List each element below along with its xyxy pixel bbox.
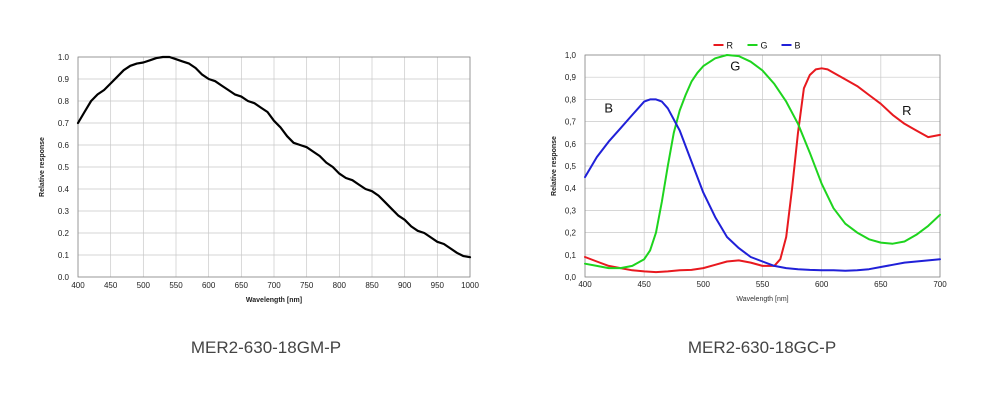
- y-tick-label: 0,1: [565, 251, 577, 260]
- y-tick-label: 0.3: [58, 207, 70, 216]
- y-tick-label: 0,5: [565, 162, 577, 171]
- x-tick-label: 500: [697, 280, 711, 289]
- y-tick-label: 0,7: [565, 118, 577, 127]
- y-axis-label: Relative response: [551, 136, 558, 196]
- x-tick-label: 400: [578, 280, 592, 289]
- y-tick-label: 0.1: [58, 251, 70, 260]
- y-tick-label: 0,2: [565, 229, 577, 238]
- x-tick-label: 700: [267, 281, 281, 290]
- series-line-r: [584, 67, 941, 274]
- x-tick-label: 600: [815, 280, 829, 289]
- curve-annotation: R: [902, 103, 911, 118]
- legend-label: R: [727, 41, 734, 51]
- chart-mono-response: 400 450 500 550 600 650 700 750 800 850 900 950 1000…: [39, 53, 479, 304]
- y-tick-label: 0.5: [58, 163, 70, 172]
- y-tick-labels: 0.0 0.1 0.2 0.3 0.4 0.5 0.6 0.7 0.8 0.9 1.0: [58, 53, 70, 282]
- left-chart-caption: MER2-630-18GM-P: [190, 338, 342, 357]
- x-tick-label: 950: [431, 281, 445, 290]
- y-tick-label: 0,3: [565, 206, 577, 215]
- x-tick-label: 450: [637, 280, 651, 289]
- x-tick-labels: 400 450 500 550 600 650 700 750 800 850 900 950 1000: [71, 281, 479, 290]
- legend-label: G: [761, 41, 768, 51]
- series-line-g: [584, 54, 941, 270]
- series-line: [76, 55, 472, 259]
- x-tick-label: 400: [71, 281, 85, 290]
- x-tick-label: 450: [104, 281, 118, 290]
- y-tick-label: 0.8: [58, 97, 70, 106]
- series-group: [584, 54, 941, 274]
- series-line-b: [584, 98, 941, 272]
- y-axis-label: Relative response: [39, 137, 46, 197]
- x-tick-label: 550: [756, 280, 770, 289]
- y-tick-label: 0.9: [58, 75, 70, 84]
- y-tick-label: 0.0: [58, 273, 70, 282]
- y-tick-label: 1,0: [565, 51, 577, 60]
- y-tick-label: 0.7: [58, 119, 70, 128]
- y-tick-label: 0.6: [58, 141, 70, 150]
- y-tick-label: 0,6: [565, 140, 577, 149]
- curve-annotation: G: [730, 59, 740, 74]
- right-chart-caption: MER2-630-18GC-P: [687, 338, 837, 357]
- x-axis-label: Wavelength [nm]: [246, 297, 302, 304]
- chart-color-response: 400 450 500 550 600 650 700 0,0 0,1 0,2 0,3 0,4 0,5…: [551, 41, 947, 304]
- plot-frame: [77, 56, 471, 278]
- x-tick-label: 900: [398, 281, 412, 290]
- curve-annotation: B: [604, 101, 613, 116]
- x-tick-label: 750: [300, 281, 314, 290]
- y-tick-label: 0,4: [565, 184, 577, 193]
- x-tick-label: 700: [933, 280, 947, 289]
- x-axis-label: Wavelength [nm]: [736, 296, 788, 303]
- legend-label: B: [795, 41, 801, 51]
- plot-frame: [584, 54, 941, 278]
- x-tick-label: 800: [333, 281, 347, 290]
- x-tick-label: 650: [874, 280, 888, 289]
- x-tick-label: 550: [169, 281, 183, 290]
- x-tick-label: 850: [365, 281, 379, 290]
- x-tick-label: 500: [137, 281, 151, 290]
- y-tick-label: 0.2: [58, 229, 70, 238]
- grid: [77, 56, 471, 278]
- y-tick-label: 0,0: [565, 273, 577, 282]
- y-tick-label: 1.0: [58, 53, 70, 62]
- x-tick-labels: 400 450 500 550 600 650 700: [578, 280, 947, 289]
- x-tick-label: 1000: [461, 281, 479, 290]
- x-tick-label: 600: [202, 281, 216, 290]
- y-tick-labels: 0,0 0,1 0,2 0,3 0,4 0,5 0,6 0,7 0,8 0,9 1,0: [565, 51, 577, 282]
- y-tick-label: 0,8: [565, 95, 577, 104]
- y-tick-label: 0,9: [565, 73, 577, 82]
- annotations: B G R: [604, 59, 911, 118]
- y-tick-label: 0.4: [58, 185, 70, 194]
- series-group: [76, 55, 472, 259]
- x-tick-label: 650: [235, 281, 249, 290]
